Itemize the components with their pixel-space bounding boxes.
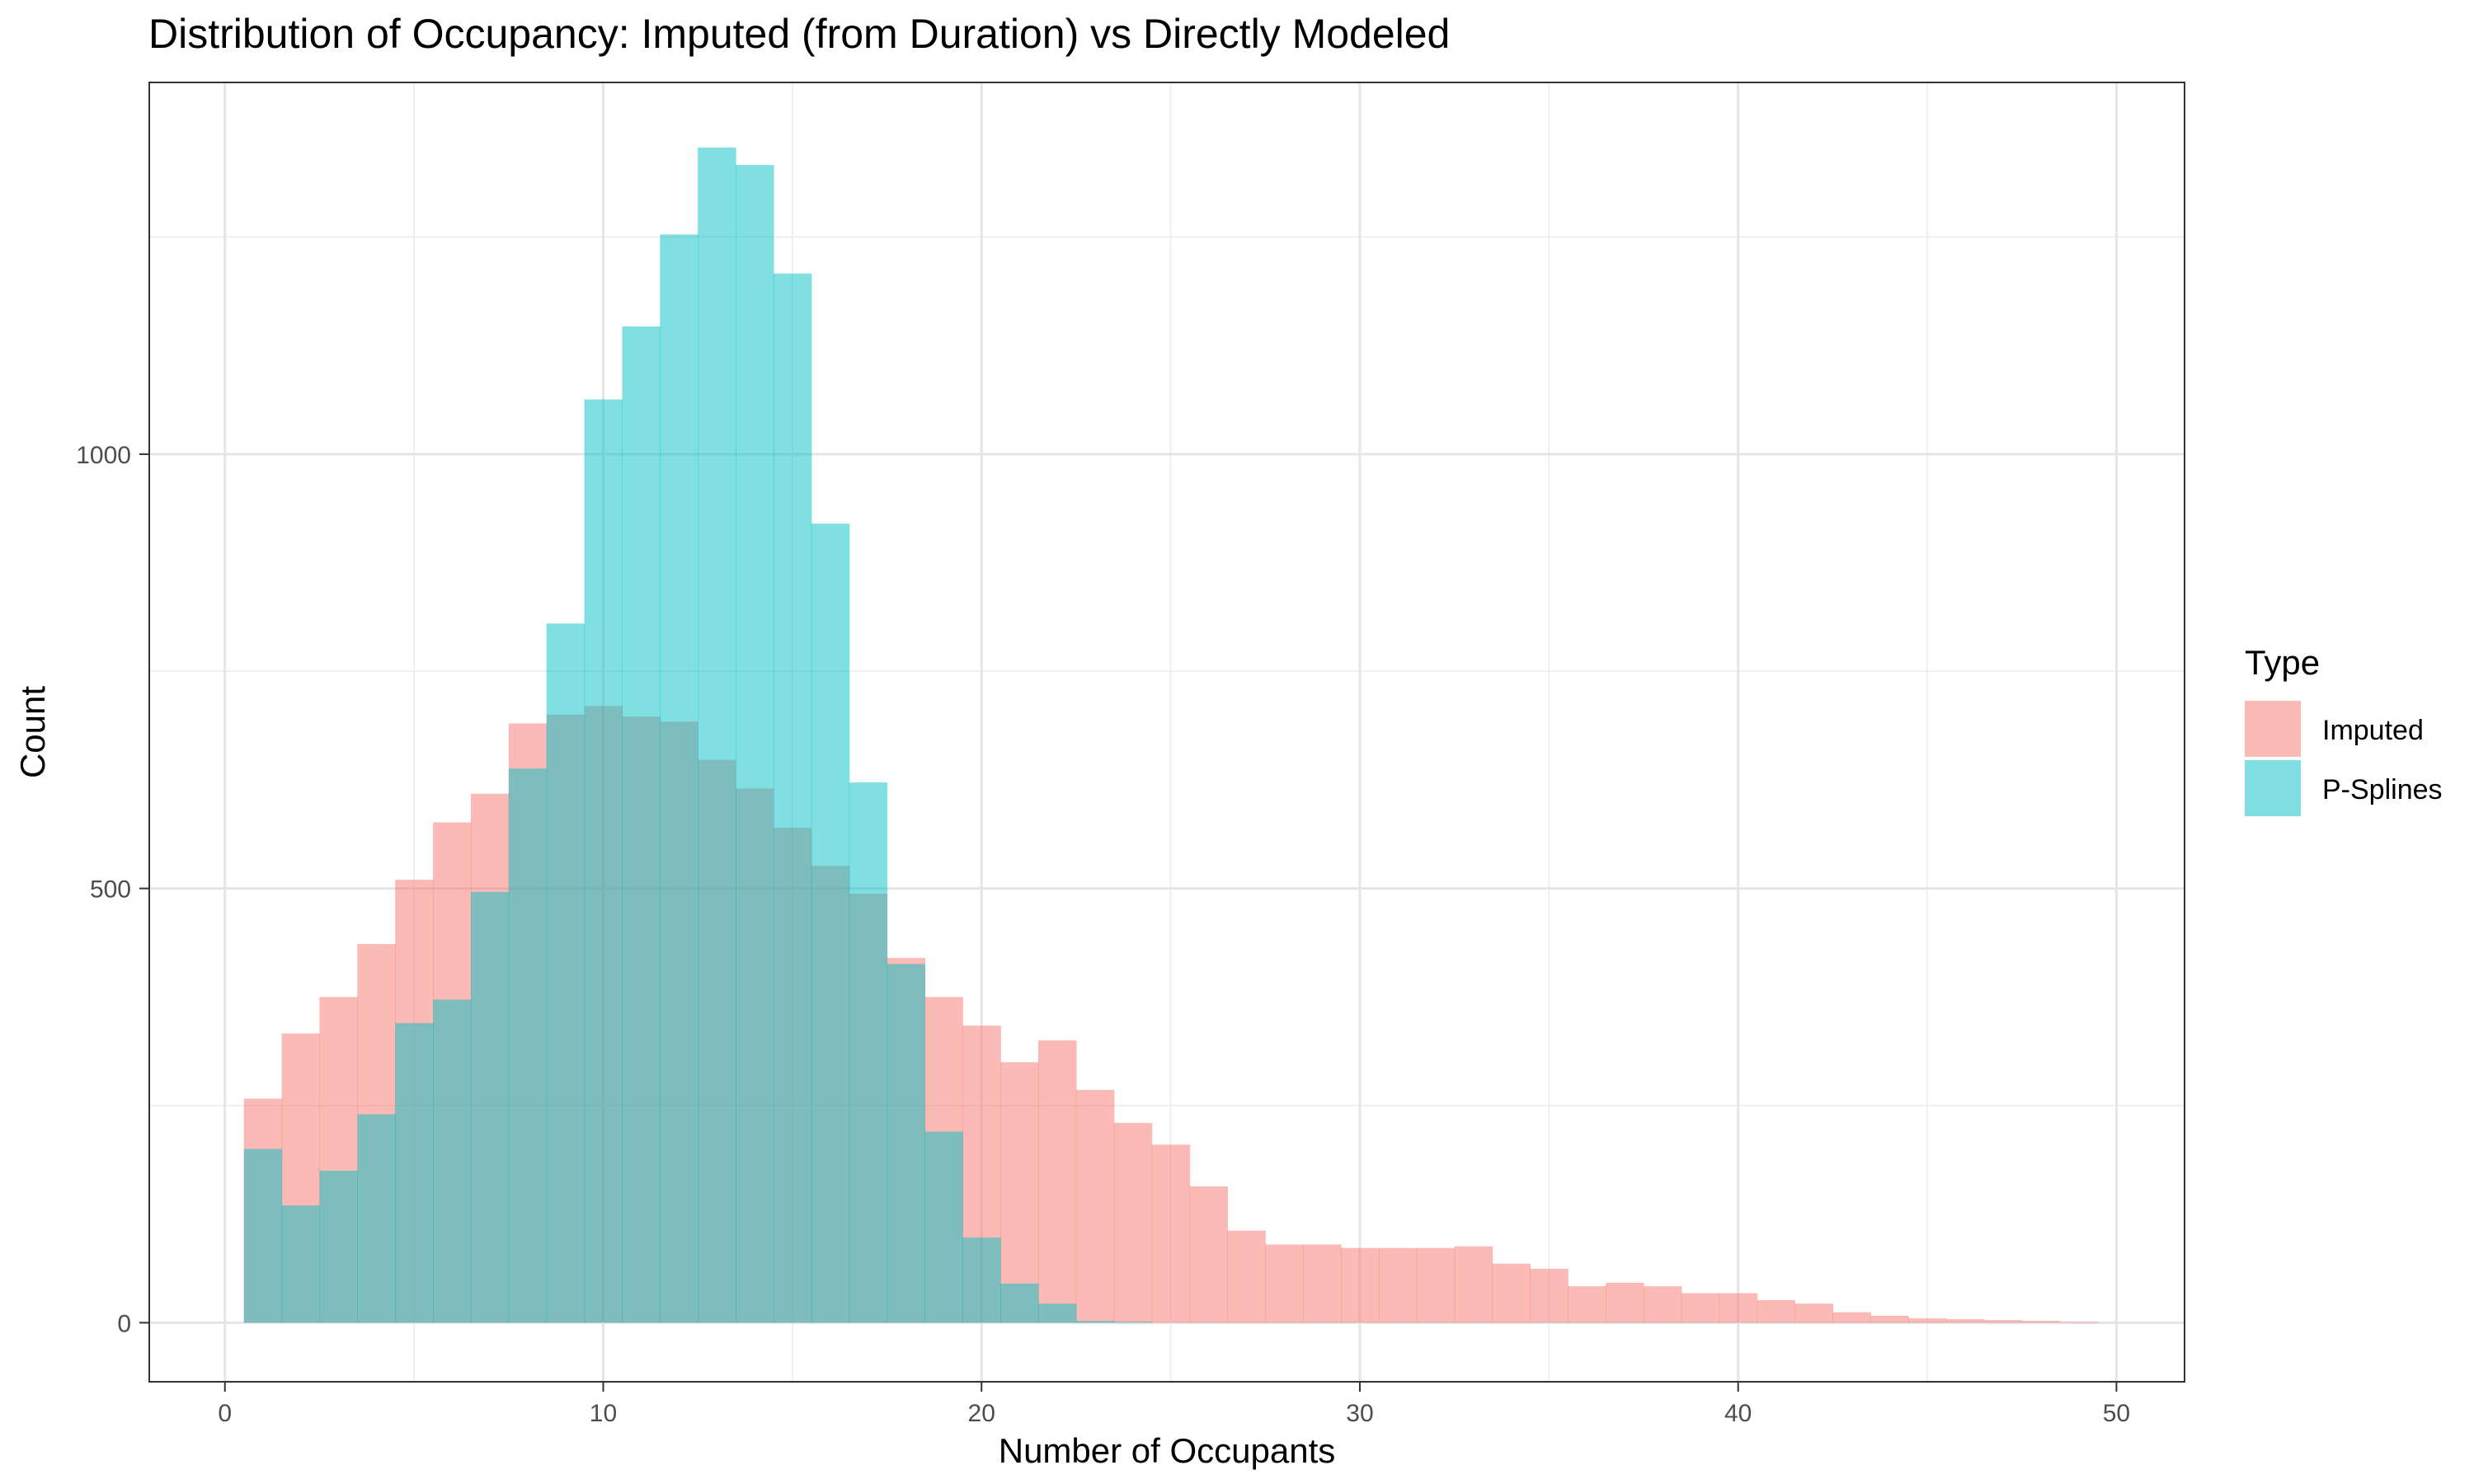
histogram-bar-imputed [1341,1247,1380,1323]
histogram-bar-p-splines [243,1148,283,1323]
histogram-bar-imputed [1151,1144,1191,1323]
legend-label-imputed: Imputed [2322,715,2424,746]
legend-label-psplines: P-Splines [2322,774,2443,805]
histogram-bar-p-splines [357,1114,396,1323]
histogram-bar-p-splines [849,782,888,1323]
histogram-bar-imputed [1681,1293,1720,1323]
histogram-bar-imputed [1227,1230,1266,1323]
y-axis-ticks: 0 500 1000 [76,442,149,1337]
y-tick-label: 1000 [76,442,131,469]
histogram-bar-imputed [1644,1286,1682,1323]
histogram-bar-p-splines [698,148,736,1323]
y-axis-title: Count [13,686,52,778]
histogram-bar-p-splines [1000,1283,1039,1323]
x-tick-label: 50 [2103,1400,2130,1427]
histogram-bar-imputed [1945,1319,1985,1323]
histogram-bar-imputed [1416,1247,1456,1323]
histogram-bar-imputed [1870,1315,1909,1323]
histogram-bar-imputed [1113,1123,1153,1323]
histogram-bar-p-splines [924,1131,963,1323]
histogram-bar-p-splines [433,999,472,1323]
histogram-bar-p-splines [1075,1321,1115,1323]
histogram-bar-p-splines [1038,1303,1077,1323]
histogram-bar-p-splines [508,768,548,1323]
histogram-bar-imputed [1908,1318,1947,1323]
histogram-bar-imputed [1265,1244,1304,1323]
histogram-bar-p-splines [622,326,661,1323]
histogram-bar-p-splines [660,234,698,1323]
histogram-bar-imputed [1719,1293,1758,1323]
histogram-bar-p-splines [319,1171,358,1323]
histogram-bar-imputed [1189,1186,1228,1323]
y-tick-label: 0 [117,1310,131,1337]
histogram-bar-imputed [1075,1090,1115,1323]
histogram-bar-imputed [1832,1312,1871,1323]
histogram-bar-imputed [1568,1286,1606,1323]
histogram-bar-p-splines [773,273,812,1323]
histogram-bar-imputed [1492,1263,1531,1323]
x-axis-ticks: 0 10 20 30 40 50 [218,1382,2130,1427]
histogram-bar-p-splines [546,623,586,1323]
legend-key-psplines [2245,760,2301,816]
x-tick-label: 0 [218,1400,232,1427]
histogram-bar-imputed [1606,1282,1644,1323]
histogram-bar-imputed [1000,1062,1039,1323]
histogram-bar-imputed [1378,1247,1418,1323]
histogram-bar-imputed [1757,1299,1796,1323]
x-axis-title: Number of Occupants [999,1431,1336,1470]
histogram-bar-p-splines [736,165,774,1323]
x-tick-label: 10 [590,1400,617,1427]
histogram-bar-imputed [1794,1303,1833,1323]
histogram-bar-p-splines [811,524,850,1323]
histogram-bar-p-splines [395,1022,434,1323]
histogram-bar-imputed [1038,1040,1077,1323]
y-tick-label: 500 [90,876,131,904]
histogram-bar-imputed [1530,1269,1569,1323]
x-tick-label: 20 [968,1400,995,1427]
x-tick-label: 40 [1724,1400,1752,1427]
series-psplines-bars [243,148,1153,1323]
histogram-bar-p-splines [962,1237,1001,1323]
legend: Type Imputed P-Splines [2245,643,2443,816]
legend-title: Type [2245,643,2320,682]
histogram-bar-imputed [1303,1244,1342,1323]
histogram-bar-imputed [2021,1321,2061,1323]
histogram-bar-p-splines [887,964,926,1323]
histogram-bar-p-splines [470,891,510,1323]
x-tick-label: 30 [1346,1400,1373,1427]
chart-title: Distribution of Occupancy: Imputed (from… [148,11,1450,57]
histogram-bar-imputed [1454,1246,1493,1323]
histogram-bar-p-splines [281,1205,321,1323]
histogram-bar-p-splines [584,399,623,1323]
plot-panel-border [148,82,2185,1383]
legend-key-imputed [2245,701,2301,757]
histogram-bar-imputed [1983,1320,2023,1323]
